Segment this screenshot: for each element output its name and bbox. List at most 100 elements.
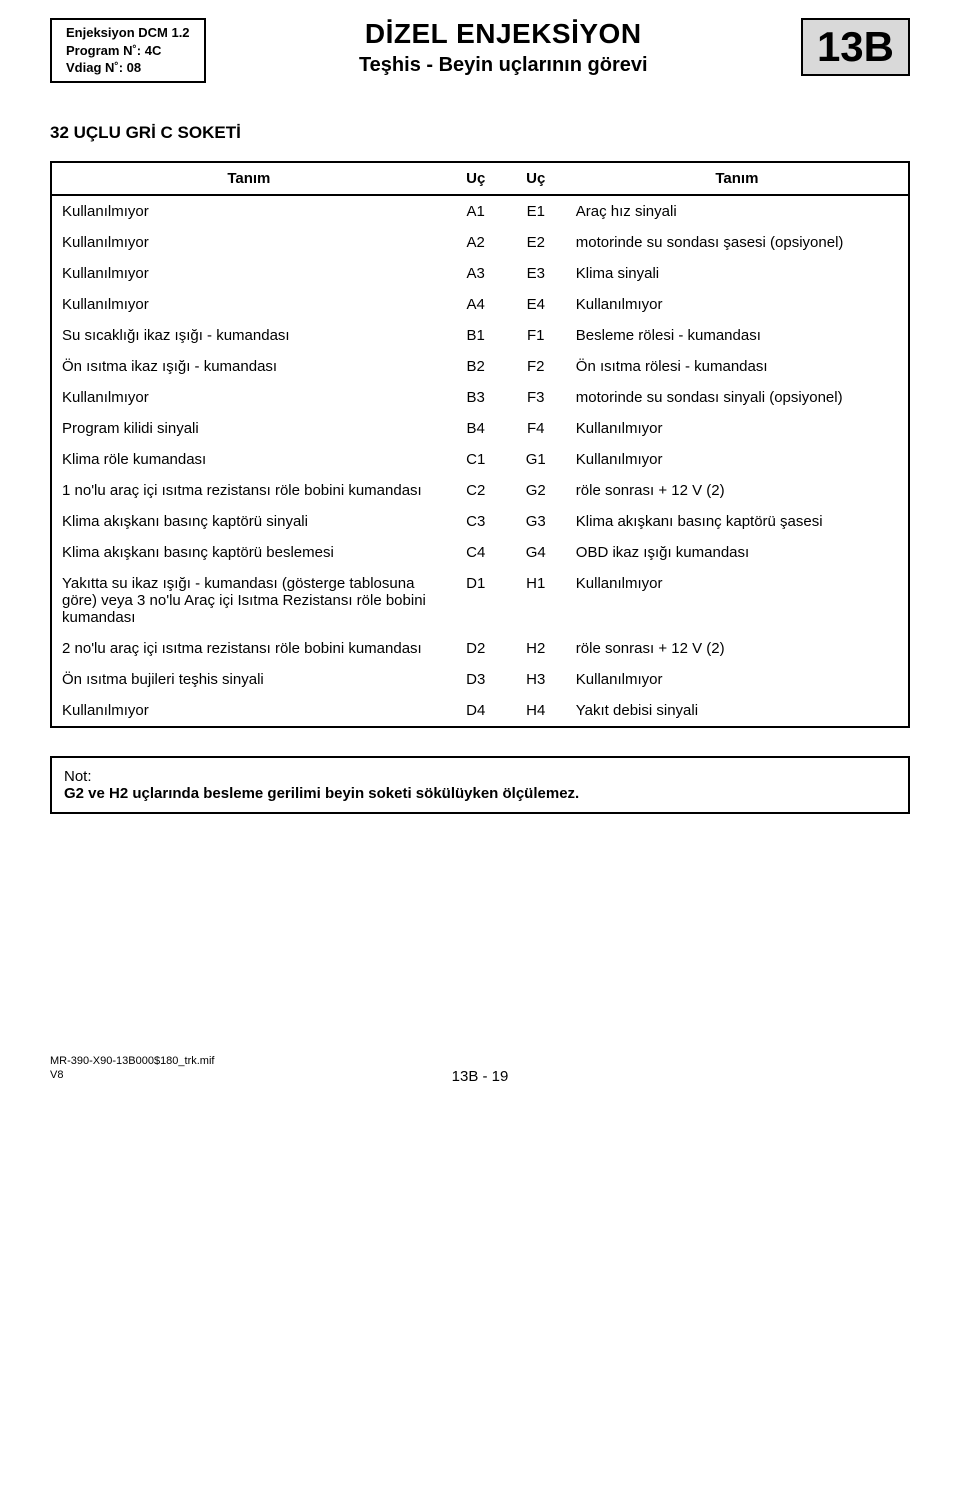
table-cell: Kullanılmıyor	[566, 413, 909, 444]
pinout-table: Tanım Uç Uç Tanım KullanılmıyorA1E1Araç …	[50, 161, 910, 728]
table-row: KullanılmıyorD4H4Yakıt debisi sinyali	[51, 695, 909, 727]
table-cell: Klima akışkanı basınç kaptörü sinyali	[51, 506, 446, 537]
table-cell: H1	[506, 568, 566, 633]
table-cell: A4	[446, 289, 506, 320]
table-cell: motorinde su sondası sinyali (opsiyonel)	[566, 382, 909, 413]
table-cell: G1	[506, 444, 566, 475]
table-cell: Klima akışkanı basınç kaptörü beslemesi	[51, 537, 446, 568]
table-cell: G3	[506, 506, 566, 537]
table-cell: Program kilidi sinyali	[51, 413, 446, 444]
table-cell: A3	[446, 258, 506, 289]
table-cell: Kullanılmıyor	[566, 568, 909, 633]
table-cell: Ön ısıtma bujileri teşhis sinyali	[51, 664, 446, 695]
table-row: Su sıcaklığı ikaz ışığı - kumandasıB1F1B…	[51, 320, 909, 351]
table-cell: C2	[446, 475, 506, 506]
footer-page-number: 13B - 19	[50, 1068, 910, 1085]
table-cell: F2	[506, 351, 566, 382]
table-cell: G2	[506, 475, 566, 506]
table-cell: E4	[506, 289, 566, 320]
table-row: Klima akışkanı basınç kaptörü beslemesiC…	[51, 537, 909, 568]
table-cell: Kullanılmıyor	[51, 289, 446, 320]
table-cell: E2	[506, 227, 566, 258]
main-title: DİZEL ENJEKSİYON	[226, 18, 781, 50]
table-cell: Kullanılmıyor	[566, 664, 909, 695]
table-cell: E3	[506, 258, 566, 289]
table-cell: B2	[446, 351, 506, 382]
page-header: Enjeksiyon DCM 1.2 Program N˚: 4C Vdiag …	[50, 18, 910, 83]
table-row: KullanılmıyorA4E4Kullanılmıyor	[51, 289, 909, 320]
table-cell: Kullanılmıyor	[566, 289, 909, 320]
table-cell: H3	[506, 664, 566, 695]
table-cell: B4	[446, 413, 506, 444]
table-row: KullanılmıyorA1E1Araç hız sinyali	[51, 195, 909, 227]
table-row: 1 no'lu araç içi ısıtma rezistansı röle …	[51, 475, 909, 506]
table-cell: D4	[446, 695, 506, 727]
col-header-right-pin: Uç	[506, 162, 566, 195]
table-header-row: Tanım Uç Uç Tanım	[51, 162, 909, 195]
table-cell: Yakıtta su ikaz ışığı - kumandası (göste…	[51, 568, 446, 633]
table-row: Klima akışkanı basınç kaptörü sinyaliC3G…	[51, 506, 909, 537]
table-cell: F3	[506, 382, 566, 413]
table-cell: Ön ısıtma rölesi - kumandası	[566, 351, 909, 382]
note-box: Not: G2 ve H2 uçlarında besleme gerilimi…	[50, 756, 910, 814]
table-cell: 1 no'lu araç içi ısıtma rezistansı röle …	[51, 475, 446, 506]
table-cell: Klima sinyali	[566, 258, 909, 289]
table-cell: Araç hız sinyali	[566, 195, 909, 227]
table-cell: Kullanılmıyor	[51, 195, 446, 227]
table-cell: E1	[506, 195, 566, 227]
table-cell: B3	[446, 382, 506, 413]
table-cell: G4	[506, 537, 566, 568]
table-cell: F1	[506, 320, 566, 351]
table-row: Klima röle kumandasıC1G1Kullanılmıyor	[51, 444, 909, 475]
table-row: Ön ısıtma bujileri teşhis sinyaliD3H3Kul…	[51, 664, 909, 695]
col-header-right-desc: Tanım	[566, 162, 909, 195]
table-cell: D1	[446, 568, 506, 633]
table-cell: Klima röle kumandası	[51, 444, 446, 475]
section-heading: 32 UÇLU GRİ C SOKETİ	[50, 123, 910, 143]
page-footer: MR-390-X90-13B000$180_trk.mif V8 13B - 1…	[0, 1054, 960, 1086]
table-cell: Ön ısıtma ikaz ışığı - kumandası	[51, 351, 446, 382]
table-row: Yakıtta su ikaz ışığı - kumandası (göste…	[51, 568, 909, 633]
table-cell: Klima akışkanı basınç kaptörü şasesi	[566, 506, 909, 537]
table-row: KullanılmıyorA3E3Klima sinyali	[51, 258, 909, 289]
table-cell: Yakıt debisi sinyali	[566, 695, 909, 727]
note-text: G2 ve H2 uçlarında besleme gerilimi beyi…	[64, 785, 579, 802]
table-cell: C4	[446, 537, 506, 568]
table-cell: A1	[446, 195, 506, 227]
table-cell: F4	[506, 413, 566, 444]
table-cell: H2	[506, 633, 566, 664]
footer-ref-version: V8	[50, 1069, 63, 1081]
table-cell: motorinde su sondası şasesi (opsiyonel)	[566, 227, 909, 258]
footer-ref-file: MR-390-X90-13B000$180_trk.mif	[50, 1055, 214, 1067]
table-cell: A2	[446, 227, 506, 258]
col-header-left-desc: Tanım	[51, 162, 446, 195]
table-cell: 2 no'lu araç içi ısıtma rezistansı röle …	[51, 633, 446, 664]
sub-title: Teşhis - Beyin uçlarının görevi	[226, 54, 781, 77]
table-row: Program kilidi sinyaliB4F4Kullanılmıyor	[51, 413, 909, 444]
table-cell: Kullanılmıyor	[51, 258, 446, 289]
section-code-box: 13B	[801, 18, 910, 76]
table-cell: C1	[446, 444, 506, 475]
table-cell: Kullanılmıyor	[566, 444, 909, 475]
info-box: Enjeksiyon DCM 1.2 Program N˚: 4C Vdiag …	[50, 18, 206, 83]
table-row: KullanılmıyorB3F3motorinde su sondası si…	[51, 382, 909, 413]
table-cell: D2	[446, 633, 506, 664]
table-row: 2 no'lu araç içi ısıtma rezistansı röle …	[51, 633, 909, 664]
table-cell: Su sıcaklığı ikaz ışığı - kumandası	[51, 320, 446, 351]
table-cell: OBD ikaz ışığı kumandası	[566, 537, 909, 568]
table-cell: B1	[446, 320, 506, 351]
table-cell: Besleme rölesi - kumandası	[566, 320, 909, 351]
title-block: DİZEL ENJEKSİYON Teşhis - Beyin uçlarını…	[226, 18, 781, 77]
table-cell: Kullanılmıyor	[51, 382, 446, 413]
table-cell: röle sonrası + 12 V (2)	[566, 475, 909, 506]
table-cell: röle sonrası + 12 V (2)	[566, 633, 909, 664]
table-cell: C3	[446, 506, 506, 537]
table-row: KullanılmıyorA2E2motorinde su sondası şa…	[51, 227, 909, 258]
table-cell: Kullanılmıyor	[51, 227, 446, 258]
note-label: Not:	[64, 768, 92, 785]
table-row: Ön ısıtma ikaz ışığı - kumandasıB2F2Ön ı…	[51, 351, 909, 382]
table-cell: H4	[506, 695, 566, 727]
table-cell: Kullanılmıyor	[51, 695, 446, 727]
table-cell: D3	[446, 664, 506, 695]
col-header-left-pin: Uç	[446, 162, 506, 195]
